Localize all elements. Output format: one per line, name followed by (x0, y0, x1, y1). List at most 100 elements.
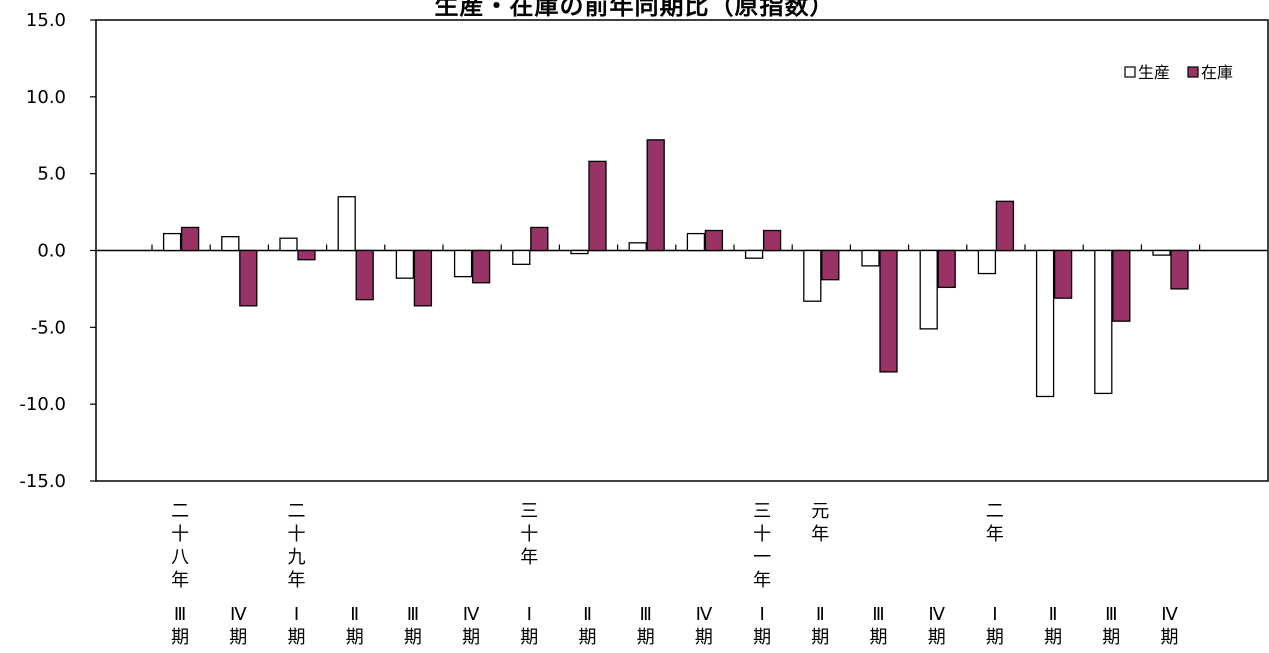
bar-production (628, 242, 647, 252)
x-year-label: 十 (171, 524, 189, 545)
x-quarter-label: 期 (811, 627, 829, 648)
x-year-label: 年 (520, 547, 538, 568)
bar-inventory (821, 249, 840, 281)
bar-production (395, 249, 415, 279)
x-quarter-label: Ⅰ (527, 604, 532, 625)
bar-production (337, 196, 356, 252)
bar-inventory (413, 249, 433, 307)
bar-inventory (879, 249, 898, 373)
bar-inventory (297, 249, 316, 261)
x-quarter-label: Ⅲ (639, 604, 651, 625)
y-tick-label: -5.0 (31, 317, 66, 338)
legend-swatch (1187, 66, 1199, 78)
x-quarter-label: 期 (1044, 627, 1062, 648)
bar-inventory (1053, 249, 1073, 299)
bar-inventory (471, 249, 491, 284)
bar-inventory (588, 160, 607, 252)
y-tick-label: 0.0 (37, 241, 66, 262)
legend-label: 在庫 (1201, 63, 1233, 82)
x-quarter-label: 期 (404, 627, 422, 648)
x-quarter-label: Ⅳ (463, 604, 480, 625)
bar-production (221, 236, 240, 252)
x-year-label: 三 (520, 501, 538, 522)
bar-inventory (530, 226, 549, 252)
bar-inventory (1170, 249, 1189, 290)
y-tick-label: 5.0 (37, 164, 66, 185)
bars (162, 139, 1189, 398)
x-quarter-label: 期 (870, 627, 888, 648)
x-quarter-label: 期 (229, 627, 247, 648)
x-year-label: 二 (171, 501, 189, 522)
bar-inventory (1112, 249, 1131, 322)
x-year-label: 二 (288, 501, 306, 522)
legend-swatch (1124, 66, 1136, 78)
bar-production (1094, 249, 1113, 395)
x-quarter-label: Ⅰ (294, 604, 299, 625)
bar-inventory (937, 249, 956, 289)
x-quarter-label: 期 (462, 627, 480, 648)
bar-inventory (995, 200, 1015, 252)
bar-production (453, 249, 473, 278)
x-year-label: 一 (753, 547, 771, 568)
x-quarter-label: 期 (1161, 627, 1179, 648)
x-year-label: 年 (986, 524, 1004, 545)
x-quarter-label: 期 (753, 627, 771, 648)
x-quarter-label: Ⅱ (350, 604, 359, 625)
x-quarter-label: Ⅳ (230, 604, 247, 625)
x-year-label: 年 (288, 570, 306, 591)
bar-inventory (180, 226, 200, 252)
x-quarter-label: 期 (288, 627, 306, 648)
x-quarter-label: Ⅲ (407, 604, 419, 625)
bar-production (1035, 249, 1055, 398)
x-year-label: 八 (171, 547, 189, 568)
bar-production (162, 232, 182, 252)
bar-production (861, 249, 880, 267)
x-quarter-label: Ⅳ (696, 604, 713, 625)
x-quarter-label: 期 (346, 627, 364, 648)
x-quarter-label: 期 (171, 627, 189, 648)
chart-title: 生産・在庫の前年同期比（原指数） (434, 0, 835, 20)
bar-production (686, 232, 706, 252)
x-quarter-label: 期 (637, 627, 655, 648)
bar-inventory (762, 229, 782, 252)
x-year-label: 十 (753, 524, 771, 545)
bar-production (1152, 249, 1171, 256)
bar-production (919, 249, 938, 330)
y-tick-label: 15.0 (26, 10, 66, 31)
x-axis-labels: Ⅲ期二十八年Ⅳ期Ⅰ期二十九年Ⅱ期Ⅲ期Ⅳ期Ⅰ期三十年Ⅱ期Ⅲ期Ⅳ期Ⅰ期三十一年Ⅱ期元… (171, 501, 1178, 648)
x-quarter-label: Ⅲ (174, 604, 186, 625)
bar-inventory (646, 139, 665, 252)
bar-production (570, 249, 589, 255)
x-year-label: 元 (811, 501, 829, 522)
bar-production (803, 249, 822, 302)
legend-label: 生産 (1138, 63, 1170, 82)
bar-production (977, 249, 997, 275)
y-tick-label: -15.0 (19, 471, 66, 492)
bar-production (279, 237, 298, 252)
x-quarter-label: Ⅰ (992, 604, 997, 625)
x-year-label: 十 (520, 524, 538, 545)
bar-production (512, 249, 531, 265)
x-quarter-label: 期 (986, 627, 1004, 648)
x-year-label: 年 (753, 570, 771, 591)
bar-production (744, 249, 764, 259)
x-quarter-label: 期 (579, 627, 597, 648)
y-tick-label: 10.0 (26, 87, 66, 108)
x-year-label: 三 (753, 501, 771, 522)
x-year-label: 年 (171, 570, 189, 591)
x-year-label: 九 (288, 547, 306, 568)
x-year-label: 二 (986, 501, 1004, 522)
y-tick-label: -10.0 (19, 394, 66, 415)
x-year-label: 年 (811, 524, 829, 545)
x-year-label: 十 (288, 524, 306, 545)
x-quarter-label: 期 (695, 627, 713, 648)
x-quarter-label: Ⅱ (583, 604, 592, 625)
x-quarter-label: Ⅳ (928, 604, 945, 625)
bar-inventory (355, 249, 374, 301)
x-quarter-label: 期 (928, 627, 946, 648)
x-quarter-label: Ⅳ (1161, 604, 1178, 625)
legend: 生産 在庫 (1124, 63, 1233, 82)
x-quarter-label: Ⅲ (872, 604, 884, 625)
x-quarter-label: Ⅱ (1049, 604, 1058, 625)
